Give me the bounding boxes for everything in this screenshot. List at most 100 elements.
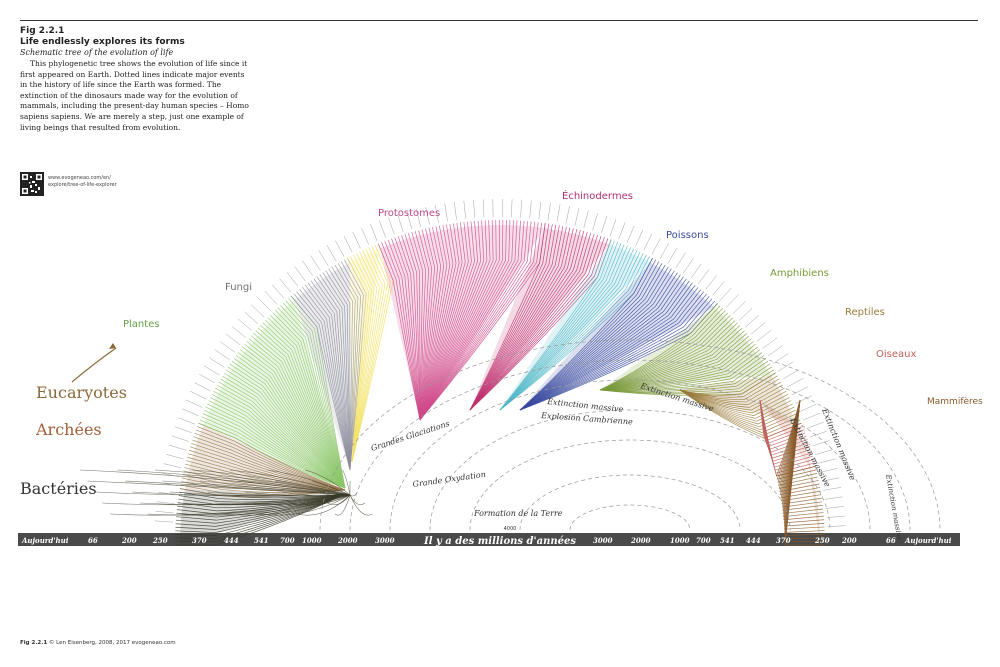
clade-echinodermes-branch [469, 234, 598, 411]
label-mammiferes: Mammifères [927, 396, 983, 407]
clade-protostomes-branch [419, 227, 442, 421]
clade-echinodermes-branch [469, 225, 560, 411]
bacteries-branch [319, 491, 351, 497]
clade-protostomes-branch [387, 239, 421, 421]
clade-poissons-branch [519, 293, 707, 411]
clade-poissons [519, 257, 718, 411]
leaf-tick [271, 284, 285, 299]
qr-code-icon[interactable] [20, 172, 44, 196]
leaf-tick [209, 357, 225, 368]
leaf-tick [370, 224, 378, 241]
clade-plantes [198, 295, 346, 489]
leaf-tick [286, 272, 299, 287]
clade-teal-branch [499, 254, 647, 411]
label-plantes: Plantes [123, 319, 160, 330]
clade-teal-branch [499, 239, 612, 411]
leaf-tick [583, 210, 589, 228]
leaf-tick [529, 200, 532, 219]
leaf-tick [174, 426, 192, 434]
axis-right-ticks: 3000 2000 1000 700 541 444 370 250 200 66 Aujourd'… [593, 536, 952, 545]
leaf-tick [762, 337, 778, 349]
leaf-tick [159, 482, 178, 486]
leaf-tick [416, 209, 421, 227]
axis-tick-label: Aujourd'hui [21, 536, 69, 545]
leaf-tick [767, 345, 783, 357]
clade-protostomes-branch [408, 233, 421, 421]
clade-plantes-branch [233, 357, 346, 489]
clade-plantes-branch [222, 375, 346, 489]
leaf-tick [231, 326, 246, 338]
leaf-tick [592, 213, 598, 231]
clade-reptiles [679, 372, 802, 439]
leaf-tick [158, 491, 176, 496]
clade-teal-branch [499, 240, 615, 411]
clade-echinodermes-branch [469, 231, 588, 411]
axis-title: Il y a des millions d'années [423, 536, 576, 547]
leaf-tick [732, 301, 746, 315]
clade-protostomes-branch [419, 220, 525, 421]
clade-protostomes [377, 220, 546, 421]
clade-oiseaux [759, 399, 816, 477]
axis-tick-label: 66 [88, 536, 98, 545]
clade-mammiferes-branch [784, 399, 825, 546]
clade-teal-branch [499, 250, 638, 411]
bacteries-branch [282, 491, 351, 497]
clade-teal-branch [499, 256, 650, 411]
leaf-tick [821, 477, 840, 482]
axis-tick-label: 444 [224, 536, 239, 545]
source-url[interactable]: www.evogeneao.com/en/ explore/tree-of-li… [48, 175, 117, 189]
leaf-tick [520, 199, 522, 218]
bacteries-branch [252, 494, 351, 506]
axis-tick-label: 200 [841, 536, 857, 545]
bacteries-branch [334, 494, 351, 516]
leaf-tick [825, 506, 844, 509]
leaf-tick [168, 444, 187, 451]
footer-credit: Fig 2.2.1 © Len Eisenberg, 2008, 2017 ev… [20, 640, 176, 646]
clade-echinodermes-branch [469, 228, 574, 411]
leaf-tick [726, 294, 739, 308]
leaf-tick [185, 399, 203, 408]
clade-protostomes-branch [401, 235, 421, 421]
axis-tick-label: 700 [280, 536, 295, 545]
leaf-tick [738, 308, 753, 321]
footer-figure-label: Fig 2.2.1 [20, 640, 48, 646]
leaf-tick [264, 290, 278, 305]
leaf-tick [154, 520, 173, 523]
clade-protostomes-branch [419, 221, 532, 421]
leaf-tick [163, 463, 182, 469]
clade-protostomes-branch [377, 243, 421, 421]
clade-plantes-branch [201, 416, 346, 489]
leaf-tick [326, 245, 337, 262]
clade-protostomes-branch [419, 221, 536, 421]
clade-amphibiens-branch [599, 305, 721, 391]
clade-protostomes-branch [404, 234, 421, 421]
clade-teal-branch [499, 248, 635, 411]
clade-poissons-branch [519, 282, 693, 411]
clade-protostomes-branch [419, 220, 485, 421]
bacteries-branch [109, 494, 351, 516]
leaf-tick [812, 440, 830, 447]
event-extinction-5: Extinction massive [884, 473, 904, 541]
clade-protostomes-branch [418, 230, 429, 421]
clade-fungi-branch [293, 293, 351, 471]
leaf-tick [803, 412, 820, 421]
clade-plantes-branch [260, 325, 346, 489]
clade-protostomes-branch [419, 220, 521, 421]
leaf-tick [601, 215, 608, 234]
leaf-tick [482, 199, 485, 218]
leaf-tick [651, 238, 661, 255]
clade-protostomes-branch [397, 236, 421, 421]
footer-credit-text: © Len Eisenberg, 2008, 2017 evogeneao.co… [48, 640, 176, 646]
clade-protostomes-branch [419, 222, 466, 421]
leaf-tick [819, 468, 838, 473]
bacteries-branch [139, 494, 351, 506]
clade-fans [79, 220, 825, 546]
clade-poissons-branch [519, 274, 681, 411]
clade-protostomes-branch [419, 221, 472, 421]
event-grandes-glaciations: Grandes Glaciations [370, 419, 451, 453]
event-ring [319, 339, 941, 531]
clade-echinodermes-branch [469, 237, 605, 411]
clade-protostomes-branch [419, 227, 439, 421]
leaf-tick [815, 449, 833, 455]
clade-echinodermes-branch [469, 224, 553, 411]
